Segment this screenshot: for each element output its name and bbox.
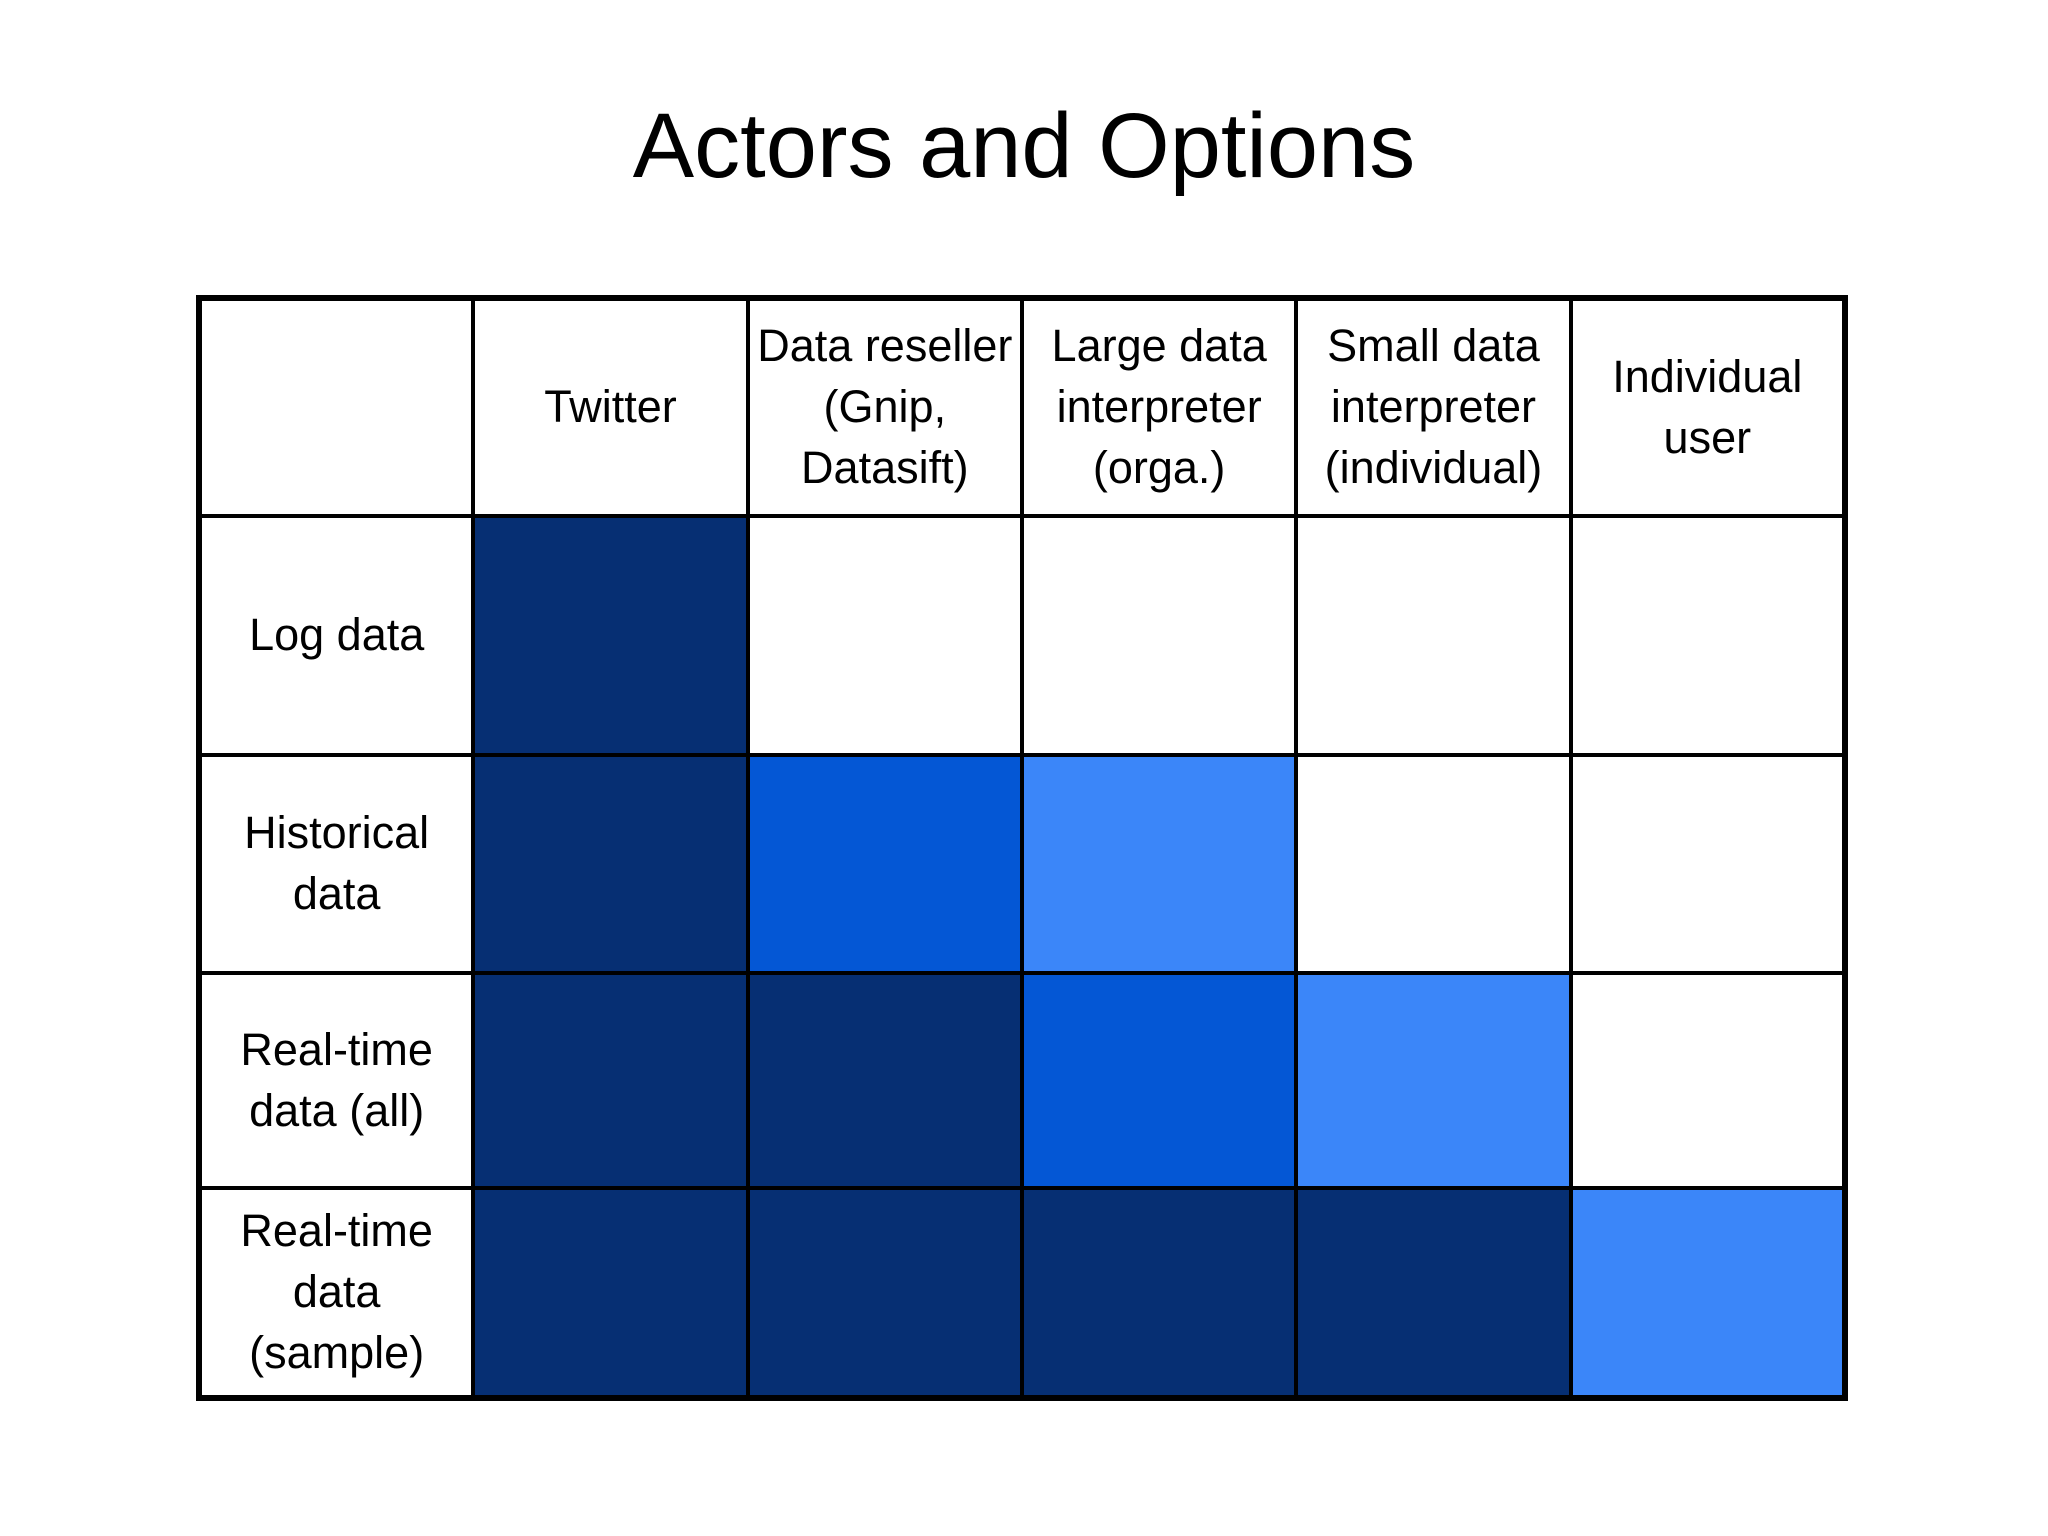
- matrix-cell: [1568, 514, 1848, 757]
- matrix-cell: [1568, 1186, 1848, 1400]
- table-header: Twitter Data reseller (Gnip, Datasift) Lar…: [196, 296, 1848, 518]
- row-header-cell: Real-time data (sample): [196, 1186, 476, 1400]
- matrix-cell: [745, 753, 1024, 975]
- table-body: Log data Historical data Real-time data (a…: [196, 514, 1848, 1400]
- matrix-cell: [745, 971, 1024, 1190]
- table-row: Real-time data (all): [196, 971, 1848, 1190]
- matrix-cell: [1019, 514, 1299, 757]
- column-header-cell: Small data interpreter (individual): [1294, 296, 1573, 518]
- matrix-cell: [1294, 514, 1573, 757]
- table-row: Log data: [196, 514, 1848, 757]
- slide-title: Actors and Options: [632, 95, 1416, 197]
- matrix-cell: [1019, 971, 1299, 1190]
- table-row: Historical data: [196, 753, 1848, 975]
- matrix-cell: [1294, 971, 1573, 1190]
- matrix-cell: [1294, 753, 1573, 975]
- matrix-cell: [1294, 1186, 1573, 1400]
- matrix-cell: [745, 1186, 1024, 1400]
- row-header-cell: Real-time data (all): [196, 971, 476, 1190]
- table-row: Real-time data (sample): [196, 1186, 1848, 1400]
- matrix-cell: [745, 514, 1024, 757]
- actors-options-table: Twitter Data reseller (Gnip, Datasift) Lar…: [196, 295, 1848, 1401]
- corner-cell: [196, 296, 476, 518]
- column-header-cell: Twitter: [471, 296, 750, 518]
- matrix-cell: [471, 1186, 750, 1400]
- matrix-cell: [471, 753, 750, 975]
- matrix-cell: [471, 514, 750, 757]
- matrix-cell: [1019, 753, 1299, 975]
- column-header-cell: Large data interpreter (orga.): [1019, 296, 1299, 518]
- row-header-cell: Historical data: [196, 753, 476, 975]
- matrix-cell: [1019, 1186, 1299, 1400]
- matrix-cell: [471, 971, 750, 1190]
- column-header-cell: Individual user: [1568, 296, 1848, 518]
- matrix-cell: [1568, 753, 1848, 975]
- row-header-cell: Log data: [196, 514, 476, 757]
- column-header-cell: Data reseller (Gnip, Datasift): [745, 296, 1024, 518]
- header-row: Twitter Data reseller (Gnip, Datasift) Lar…: [196, 296, 1848, 518]
- matrix-cell: [1568, 971, 1848, 1190]
